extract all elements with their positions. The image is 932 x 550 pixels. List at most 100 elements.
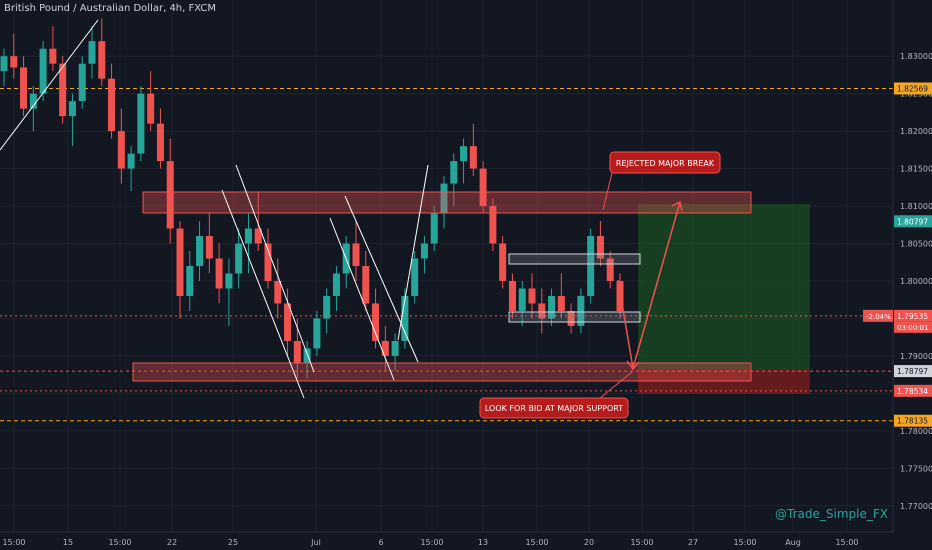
candle-body xyxy=(411,258,419,296)
candle-body xyxy=(117,131,125,169)
price-label-text: 1.78797 xyxy=(897,367,928,376)
candle-body xyxy=(88,41,96,64)
x-tick-label: 15:00 xyxy=(835,538,858,547)
candle-body xyxy=(420,243,428,259)
candle-body xyxy=(548,295,556,319)
candle-body xyxy=(401,295,409,341)
price-labels: 1.82569 1.80797 1.79535 03:00:01 -2.04% 1.787… xyxy=(863,82,932,427)
y-tick-label: 1.83000 xyxy=(900,52,932,61)
price-label-badge xyxy=(894,309,932,322)
candle-body xyxy=(538,303,546,319)
callout-look-for-bid[interactable]: LOOK FOR BID AT MAJOR SUPPORT xyxy=(479,397,629,419)
consolidation-top-box[interactable] xyxy=(508,253,641,265)
channel-line[interactable] xyxy=(221,189,305,399)
callout-rejected-major-break[interactable]: REJECTED MAJOR BREAK xyxy=(609,151,721,174)
callout-text: LOOK FOR BID AT MAJOR SUPPORT xyxy=(485,404,623,413)
callout-pointer xyxy=(602,172,613,211)
candle-body xyxy=(293,340,301,364)
y-tick-label: 1.77000 xyxy=(900,502,932,511)
candle-body xyxy=(323,295,331,319)
candle-body xyxy=(166,161,174,229)
candle-body xyxy=(372,303,380,341)
candle-body xyxy=(0,56,8,72)
x-tick-label: 15:00 xyxy=(733,538,756,547)
x-tick-label: 15:00 xyxy=(420,538,443,547)
candle-body xyxy=(469,146,477,169)
price-label-text: 1.80797 xyxy=(897,217,928,226)
candle-body xyxy=(332,273,340,296)
candle-body xyxy=(244,228,252,244)
candle-body xyxy=(98,41,106,79)
price-label-badge xyxy=(894,365,932,378)
x-tick-label: 15 xyxy=(63,538,73,547)
candle-body xyxy=(508,280,516,311)
candle-body xyxy=(587,236,595,296)
channel-line[interactable] xyxy=(329,217,395,381)
arrow-head xyxy=(671,200,683,212)
loss-zone xyxy=(638,370,810,394)
price-label-text: 1.78135 xyxy=(897,417,928,426)
price-label-badge xyxy=(894,82,932,95)
callout-pointer xyxy=(599,371,633,399)
candle-body xyxy=(577,295,585,326)
candle-body xyxy=(518,288,526,311)
price-label-badge xyxy=(894,215,932,228)
candle-body xyxy=(108,78,116,132)
breakout-line[interactable] xyxy=(397,164,429,341)
support-zone[interactable] xyxy=(132,362,752,382)
trade-projection-box xyxy=(638,204,810,394)
countdown-text: 03:00:01 xyxy=(897,324,928,332)
candle-body xyxy=(499,243,507,281)
x-tick-label: Aug xyxy=(785,538,801,547)
time-ticks: 15:00 15 15:00 22 25 Jul 6 15:00 13 15:00 20 15:00 2… xyxy=(2,538,858,547)
candle-body xyxy=(606,258,614,281)
candle-body xyxy=(254,228,262,244)
y-tick-label: 1.78000 xyxy=(900,427,932,436)
x-tick-label: 15:00 xyxy=(630,538,653,547)
candle-body xyxy=(284,303,292,341)
candle-body xyxy=(567,310,575,326)
trend-line[interactable] xyxy=(0,19,99,151)
x-tick-label: 22 xyxy=(167,538,177,547)
candle-body xyxy=(39,48,47,94)
price-label-badge xyxy=(894,414,932,427)
channel-line[interactable] xyxy=(344,195,419,363)
profit-zone xyxy=(638,204,810,370)
y-tick-label: 1.80000 xyxy=(900,277,932,286)
candle-body xyxy=(225,273,233,289)
percent-change-badge xyxy=(863,309,893,322)
candle-body xyxy=(127,153,135,169)
x-tick-label: 27 xyxy=(688,538,698,547)
candle-body xyxy=(186,266,194,296)
candle-body xyxy=(450,161,458,184)
candle-body xyxy=(68,101,76,117)
y-tick-label: 1.77500 xyxy=(900,464,932,473)
price-label-text: 1.82569 xyxy=(897,84,928,93)
x-tick-label: 15:00 xyxy=(108,538,131,547)
chart-drawings: REJECTED MAJOR BREAK LOOK FOR BID AT MAJ… xyxy=(0,19,752,419)
arrow-head xyxy=(626,360,640,371)
candle-body xyxy=(205,236,213,259)
candle-body xyxy=(196,236,204,266)
time-axis[interactable] xyxy=(0,531,932,550)
candle-body xyxy=(137,93,145,154)
candle-body xyxy=(274,280,282,304)
channel-line[interactable] xyxy=(235,164,315,373)
candle-body xyxy=(264,243,272,281)
consolidation-bottom-box[interactable] xyxy=(508,311,641,323)
candle-body xyxy=(352,243,360,266)
candle-body xyxy=(391,340,399,356)
resistance-zone[interactable] xyxy=(142,191,752,214)
price-level-lines xyxy=(0,87,893,422)
y-tick-label: 1.82000 xyxy=(900,127,932,136)
y-tick-label: 1.79000 xyxy=(900,352,932,361)
candle-body xyxy=(460,146,468,162)
percent-change-text: -2.04% xyxy=(866,313,891,321)
candle-body xyxy=(362,266,370,304)
y-tick-label: 1.80500 xyxy=(900,240,932,249)
candle-body xyxy=(528,288,536,304)
author-watermark: @Trade_Simple_FX xyxy=(775,507,888,521)
chart-title: British Pound / Australian Dollar, 4h, F… xyxy=(4,3,216,14)
x-tick-label: 6 xyxy=(378,538,383,547)
